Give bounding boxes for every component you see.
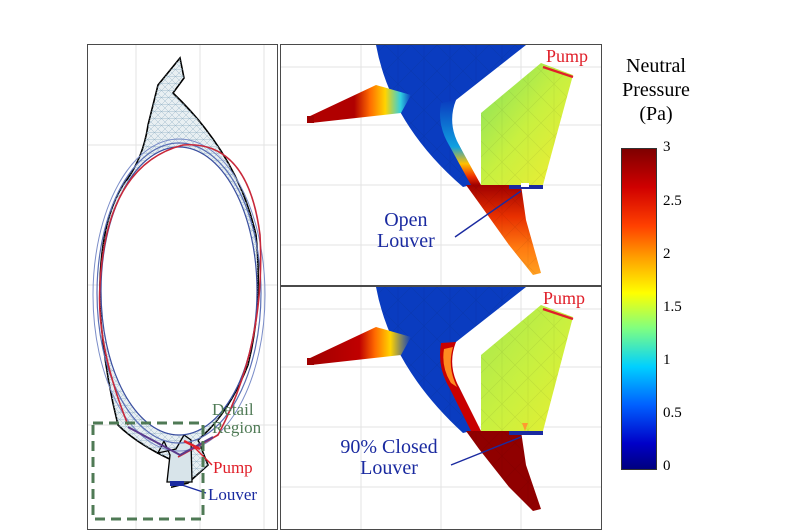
detail-region-label-line1: Detail (212, 400, 254, 419)
closed-louver-pressure-map (281, 287, 601, 529)
vessel-mesh-figure (88, 45, 277, 529)
closed-louver-label-line1: 90% Closed (340, 436, 438, 458)
colorbar-tick-2: 2 (663, 246, 671, 262)
colorbar-tick-1-5: 1.5 (663, 299, 682, 315)
colorbar-tick-0: 0 (663, 458, 671, 474)
colorbar-tick-3: 3 (663, 139, 671, 155)
top-pump-marker (542, 65, 574, 79)
open-louver-label-line2: Louver (377, 230, 435, 252)
open-louver-pressure-map (281, 45, 601, 285)
open-louver-label-line1: Open (384, 209, 428, 231)
divertor-pocket (156, 434, 193, 483)
closed-louver-marker (509, 431, 543, 435)
colorbar-title-line2: Pressure (622, 79, 690, 101)
colorbar-title: Neutral Pressure (Pa) (606, 54, 706, 126)
open-louver-label: Open Louver (377, 210, 435, 252)
plasma-core (100, 146, 258, 436)
separatrix-line (98, 144, 262, 458)
colorbar-tick-2-5: 2.5 (663, 193, 682, 209)
detail-region-label: Detail Region (212, 401, 261, 437)
bottom-pump-label: Pump (543, 288, 586, 308)
colorbar-tick-0-5: 0.5 (663, 405, 682, 421)
detail-region-box (91, 421, 205, 521)
colorbar-title-line3: (Pa) (639, 103, 673, 125)
bottom-pump-marker (542, 307, 574, 321)
top-pump-label: Pump (546, 46, 589, 66)
detail-region-label-line2: Region (212, 417, 262, 437)
colorbar-title-line1: Neutral (626, 55, 686, 77)
closed-louver-panel: Pump 90% Closed Louver (280, 286, 602, 530)
closed-louver-label-line2: Louver (360, 457, 418, 479)
overview-louver-label: Louver (208, 485, 258, 504)
colorbar (621, 148, 657, 470)
overview-pump-label: Pump (213, 458, 253, 477)
open-louver-panel: Pump Open Louver (280, 44, 602, 286)
overview-panel: Detail Region Pump Louver (87, 44, 278, 530)
closed-louver-label: 90% Closed Louver (329, 437, 449, 479)
colorbar-tick-1: 1 (663, 352, 671, 368)
overview-louver-marker (170, 481, 184, 486)
